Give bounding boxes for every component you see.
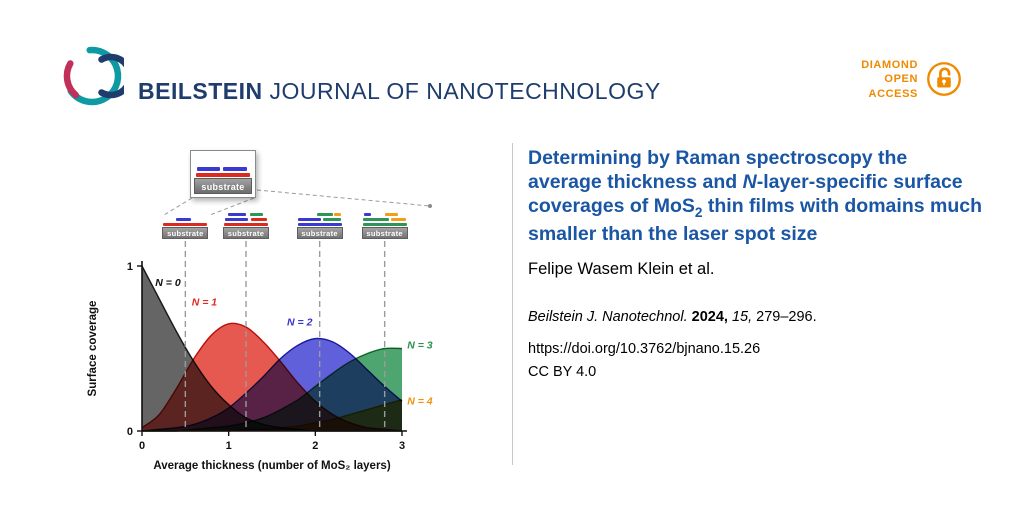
film-layer-segment xyxy=(249,213,264,216)
citation-volume: 15, xyxy=(731,309,753,326)
film-layer-segment xyxy=(197,167,220,171)
substrate-label: substrate xyxy=(296,227,343,239)
x-tick-label: 3 xyxy=(399,440,405,452)
x-tick-label: 1 xyxy=(226,440,232,452)
open-access-line-1: DIAMOND xyxy=(861,59,918,71)
vertical-divider xyxy=(512,143,513,465)
open-access-line-2: OPEN xyxy=(884,73,918,86)
series-label: N = 2 xyxy=(287,316,313,328)
film-layer-segment xyxy=(323,218,341,221)
film-layer-segment xyxy=(195,173,251,177)
film-layer-segment xyxy=(176,218,191,221)
film-layer-row xyxy=(362,222,408,227)
film-layer-segment xyxy=(363,218,389,221)
film-layer-segment xyxy=(384,213,399,216)
surface-coverage-chart: 0 1 2 3 0 1 Average thickness (number of MoS₂ … xyxy=(87,241,433,472)
substrate-label: substrate xyxy=(223,227,269,239)
open-access-badge: DIAMOND OPEN ACCESS xyxy=(861,58,962,101)
citation-year: 2024, xyxy=(691,309,728,326)
citation-journal: Beilstein J. Nanotechnol. xyxy=(528,309,688,326)
open-access-text: DIAMOND OPEN ACCESS xyxy=(861,58,918,101)
substrate-label: substrate xyxy=(194,178,252,194)
substrate-label: substrate xyxy=(361,227,408,239)
film-layer-segment xyxy=(227,213,246,216)
film-layer-row xyxy=(223,222,269,227)
film-layer-segment xyxy=(223,223,269,226)
title-text: thin films with domains much smaller tha… xyxy=(528,195,982,246)
curve-N3-area xyxy=(142,348,402,431)
x-tick-label: 0 xyxy=(139,440,145,452)
article-license: CC BY 4.0 xyxy=(528,364,597,381)
substrate-label: substrate xyxy=(162,227,209,239)
series-label: N = 4 xyxy=(407,396,433,408)
series-label: N = 0 xyxy=(155,277,181,289)
journal-title-bold: BEILSTEIN xyxy=(138,78,263,104)
film-layer-row xyxy=(362,217,408,222)
film-layer-segment xyxy=(362,223,407,226)
film-layer-segment xyxy=(298,218,322,221)
film-layer-row xyxy=(362,212,408,217)
substrate-chip: substrate xyxy=(162,217,209,239)
film-layer-segment xyxy=(163,223,208,226)
film-layer-segment xyxy=(225,218,249,221)
y-tick-label: 1 xyxy=(127,261,133,273)
film-layer-row xyxy=(194,166,252,172)
title-italic-n: N xyxy=(742,171,757,194)
film-layer-segment xyxy=(391,218,406,221)
substrate-chip: substrate xyxy=(223,212,269,239)
film-layer-segment xyxy=(297,223,342,226)
connector-end-dot xyxy=(428,204,432,208)
x-tick-label: 2 xyxy=(312,440,318,452)
film-layer-segment xyxy=(363,213,372,216)
substrate-chip: substrate xyxy=(361,212,408,239)
x-axis-label: Average thickness (number of MoS₂ layers… xyxy=(153,460,390,472)
y-tick-label: 0 xyxy=(127,426,133,438)
film-layer-segment xyxy=(334,213,341,216)
article-title: Determining by Raman spectroscopy the av… xyxy=(528,146,983,246)
journal-title: BEILSTEIN JOURNAL OF NANOTECHNOLOGY xyxy=(138,78,661,105)
film-layer-row xyxy=(297,222,343,227)
film-layer-row xyxy=(162,217,208,222)
y-axis-label: Surface coverage xyxy=(87,301,99,397)
graphical-abstract-figure: substrate substrate substrate substrate subs… xyxy=(80,146,520,496)
film-layer-segment xyxy=(317,213,333,216)
film-layer-row xyxy=(194,172,252,178)
film-layer-segment xyxy=(223,167,248,171)
series-label: N = 3 xyxy=(407,340,433,352)
film-layer-row xyxy=(223,212,269,217)
series-label: N = 1 xyxy=(192,297,218,309)
film-layer-row xyxy=(162,222,208,227)
film-layer-row xyxy=(297,212,343,217)
title-text: -layer-specific surface coverages of MoS xyxy=(528,171,963,218)
magnified-film-inset: substrate xyxy=(190,150,256,198)
citation-pages: 279–296. xyxy=(756,309,817,326)
substrate-chip: substrate xyxy=(296,212,343,239)
journal-title-rest: JOURNAL OF NANOTECHNOLOGY xyxy=(262,78,661,104)
title-text: Determining by Raman spectroscopy the av… xyxy=(528,147,908,194)
film-layer-row xyxy=(223,217,269,222)
beilstein-logo-icon xyxy=(63,46,124,106)
film-layer-segment xyxy=(250,218,268,221)
curve-N4-area xyxy=(142,399,402,431)
article-authors: Felipe Wasem Klein et al. xyxy=(528,260,715,279)
article-doi-link[interactable]: https://doi.org/10.3762/bjnano.15.26 xyxy=(528,341,761,358)
article-info: Determining by Raman spectroscopy the av… xyxy=(528,146,983,380)
title-subscript: 2 xyxy=(694,205,703,221)
article-citation: Beilstein J. Nanotechnol. 2024, 15, 279–… xyxy=(528,309,983,325)
open-access-line-3: ACCESS xyxy=(868,87,918,100)
open-access-lock-icon xyxy=(927,62,961,97)
film-layer-row xyxy=(297,217,343,222)
